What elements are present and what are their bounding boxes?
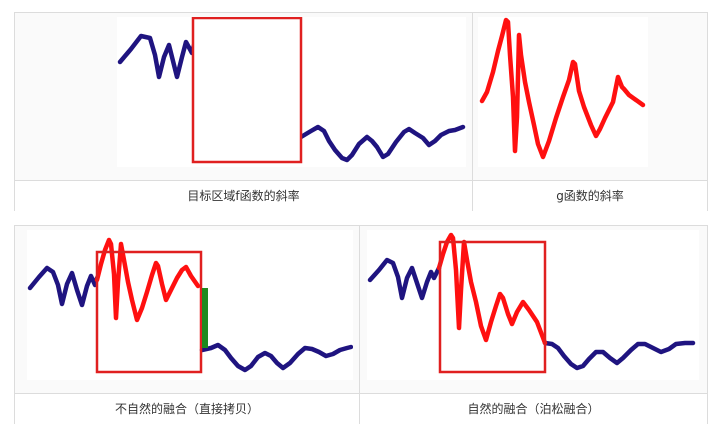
- figure-poisson-blend: [367, 230, 699, 380]
- target-curve: [27, 265, 100, 308]
- caption-g-slope: g函数的斜率: [473, 180, 707, 211]
- figure-g-slope: [478, 17, 648, 167]
- cell-g-slope: g函数的斜率: [472, 13, 707, 211]
- blank-region-rectangle: [191, 17, 303, 164]
- target-curve: [542, 340, 696, 371]
- cell-poisson-blend: 自然的融合（泊松融合）: [359, 226, 707, 424]
- target-slope-diagram: [117, 17, 466, 164]
- caption-direct-copy: 不自然的融合（直接拷贝）: [15, 393, 359, 424]
- figure-target-slope: [117, 17, 466, 167]
- cell-direct-copy: 不自然的融合（直接拷贝）: [15, 226, 359, 424]
- source-curve: [94, 237, 201, 323]
- g-slope-diagram: [479, 17, 646, 160]
- target-curve: [298, 124, 466, 163]
- paste-region-rectangle: [95, 250, 203, 374]
- blend-region-rectangle: [438, 240, 547, 374]
- caption-poisson-blend: 自然的融合（泊松融合）: [360, 393, 707, 424]
- direct-copy-diagram: [27, 237, 353, 374]
- target-curve: [199, 342, 353, 373]
- poisson-blend-diagram: [367, 232, 696, 374]
- blended-curve: [436, 232, 548, 346]
- target-curve: [367, 257, 442, 301]
- caption-target-slope: 目标区域f函数的斜率: [15, 180, 472, 211]
- cell-target-slope: 目标区域f函数的斜率: [15, 13, 472, 211]
- top-figure-table: 目标区域f函数的斜率 g函数的斜率: [14, 12, 708, 211]
- bottom-figure-table: 不自然的融合（直接拷贝） 自然的融合（泊松融合）: [14, 225, 708, 424]
- source-curve: [479, 17, 646, 160]
- target-curve: [117, 33, 200, 80]
- figure-direct-copy: [27, 230, 353, 380]
